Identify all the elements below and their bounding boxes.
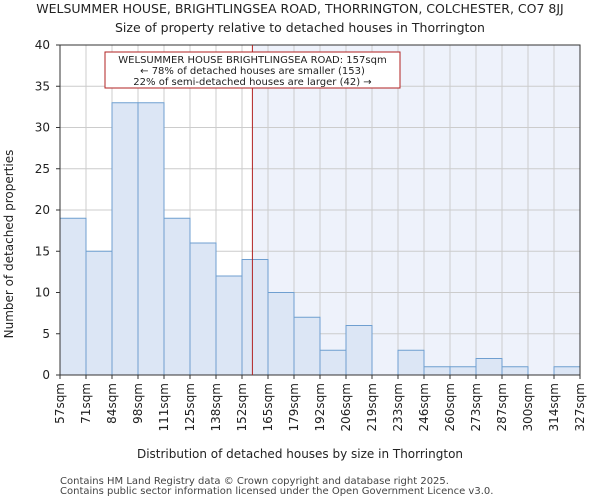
chart-title: WELSUMMER HOUSE, BRIGHTLINGSEA ROAD, THO… xyxy=(36,1,564,16)
bar xyxy=(85,250,113,376)
x-tick-label: 111sqm xyxy=(157,383,171,431)
plot-area: 0 5 10 15 20 25 30 35 40 57sqm 71sqm 84sqm 98sqm 111s… xyxy=(35,38,587,431)
y-tick-label: 30 xyxy=(35,121,50,135)
y-tick-label: 35 xyxy=(35,79,50,93)
annotation-line-1: WELSUMMER HOUSE BRIGHTLINGSEA ROAD: 157s… xyxy=(118,55,386,66)
y-tick-label: 25 xyxy=(35,162,50,176)
bar xyxy=(189,242,217,376)
annotation-line-3: 22% of semi-detached houses are larger (… xyxy=(133,77,371,88)
x-tick-label: 98sqm xyxy=(131,383,145,424)
bar xyxy=(397,349,425,376)
bar xyxy=(241,259,269,376)
x-tick-label: 246sqm xyxy=(417,383,431,431)
bar xyxy=(501,366,529,376)
y-axis-label: Number of detached properties xyxy=(2,150,16,339)
bar xyxy=(267,292,295,376)
x-tick-label: 192sqm xyxy=(313,383,327,431)
annotation-box xyxy=(104,51,401,89)
bar xyxy=(345,325,373,376)
x-tick-label: 327sqm xyxy=(573,383,587,431)
x-tick-label: 314sqm xyxy=(547,383,561,431)
x-tick-label: 152sqm xyxy=(235,383,249,431)
bar xyxy=(449,366,477,376)
x-tick-label: 84sqm xyxy=(105,383,119,424)
bar xyxy=(553,366,581,376)
x-tick-label: 273sqm xyxy=(469,383,483,431)
y-tick-label: 10 xyxy=(35,286,50,300)
x-tick-label: 179sqm xyxy=(287,383,301,431)
x-tick-label: 287sqm xyxy=(495,383,509,431)
x-tick-label: 165sqm xyxy=(261,383,275,431)
x-tick-label: 219sqm xyxy=(365,383,379,431)
chart-subtitle: Size of property relative to detached ho… xyxy=(115,20,485,35)
y-tick-label: 20 xyxy=(35,203,50,217)
bar xyxy=(137,102,165,376)
bar xyxy=(59,217,87,376)
x-tick-label: 206sqm xyxy=(339,383,353,431)
footer-licence: Contains public sector information licen… xyxy=(60,486,493,497)
y-tick-label: 5 xyxy=(42,327,50,341)
x-tick-label: 125sqm xyxy=(183,383,197,431)
bar xyxy=(475,358,503,376)
bar xyxy=(215,275,243,376)
x-tick-label: 57sqm xyxy=(53,383,67,424)
y-tick-label: 0 xyxy=(42,368,50,382)
x-tick-label: 233sqm xyxy=(391,383,405,431)
x-tick-label: 71sqm xyxy=(79,383,93,424)
bar xyxy=(111,102,139,376)
footer-copyright: Contains HM Land Registry data © Crown c… xyxy=(60,476,449,487)
x-axis-label: Distribution of detached houses by size … xyxy=(137,447,463,461)
y-tick-label: 40 xyxy=(35,38,50,52)
y-tick-label: 15 xyxy=(35,244,50,258)
bar xyxy=(163,217,191,376)
bar xyxy=(293,316,321,376)
annotation-line-2: ← 78% of detached houses are smaller (15… xyxy=(140,66,365,77)
x-tick-label: 300sqm xyxy=(521,383,535,431)
x-tick-label: 260sqm xyxy=(443,383,457,431)
bar xyxy=(319,349,347,376)
x-tick-label: 138sqm xyxy=(209,383,223,431)
bar xyxy=(423,366,451,376)
